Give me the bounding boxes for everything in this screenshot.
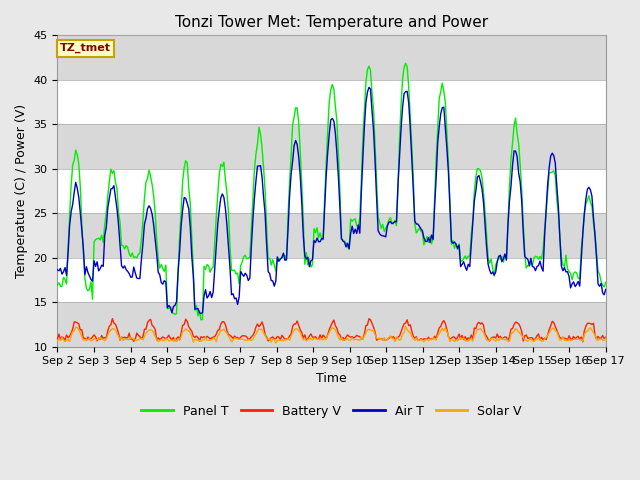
- Bar: [58, 258, 605, 302]
- Bar: [58, 36, 605, 80]
- Bar: [58, 124, 605, 169]
- Bar: [58, 169, 605, 213]
- Y-axis label: Temperature (C) / Power (V): Temperature (C) / Power (V): [15, 104, 28, 278]
- Legend: Panel T, Battery V, Air T, Solar V: Panel T, Battery V, Air T, Solar V: [136, 400, 527, 423]
- Bar: [58, 80, 605, 124]
- Bar: [58, 302, 605, 347]
- X-axis label: Time: Time: [316, 372, 347, 385]
- Text: TZ_tmet: TZ_tmet: [60, 43, 111, 53]
- Title: Tonzi Tower Met: Temperature and Power: Tonzi Tower Met: Temperature and Power: [175, 15, 488, 30]
- Bar: [58, 213, 605, 258]
